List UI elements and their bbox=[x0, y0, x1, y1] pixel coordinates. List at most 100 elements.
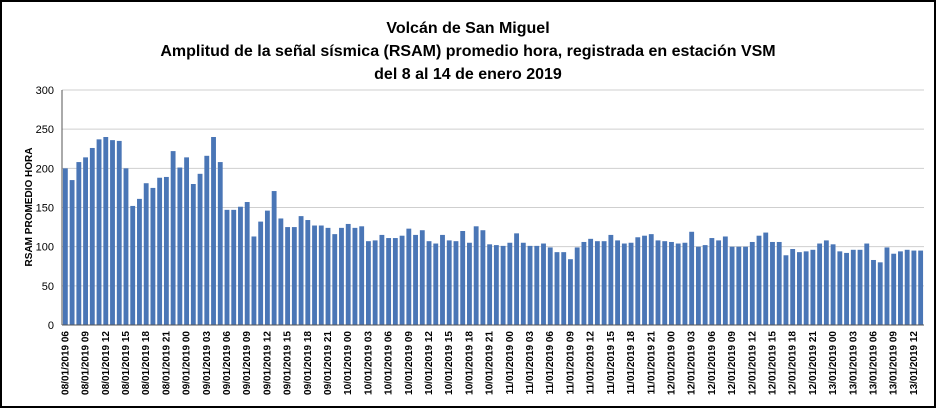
bar bbox=[534, 246, 539, 325]
x-axis-ticks: 08/01/2019 06 08/01/2019 09 08/01/2019 12 0… bbox=[60, 331, 920, 395]
bars bbox=[63, 137, 923, 325]
bar bbox=[784, 255, 789, 325]
x-tick-label: 08/01/2019 21 bbox=[161, 331, 172, 395]
bar bbox=[851, 250, 856, 325]
bar bbox=[474, 226, 479, 325]
bar bbox=[561, 252, 566, 325]
bar bbox=[548, 247, 553, 325]
bar bbox=[440, 235, 445, 325]
bar bbox=[258, 222, 263, 325]
bar bbox=[703, 245, 708, 325]
x-tick-label: 09/01/2019 03 bbox=[202, 331, 213, 395]
bar bbox=[541, 244, 546, 325]
x-tick-label: 12/01/2019 09 bbox=[727, 331, 738, 395]
x-tick-label: 13/01/2019 09 bbox=[889, 331, 900, 395]
bar bbox=[669, 242, 674, 325]
bar bbox=[454, 241, 459, 325]
bar bbox=[521, 243, 526, 325]
x-tick-label: 09/01/2019 12 bbox=[262, 331, 273, 395]
x-tick-label: 11/01/2019 00 bbox=[505, 331, 516, 395]
bar bbox=[447, 240, 452, 325]
bar bbox=[602, 241, 607, 325]
bar bbox=[97, 139, 102, 325]
bar bbox=[420, 230, 425, 325]
bar bbox=[332, 234, 337, 325]
bar bbox=[858, 250, 863, 325]
x-tick-label: 12/01/2019 00 bbox=[666, 331, 677, 395]
bar bbox=[292, 227, 297, 325]
bar bbox=[905, 250, 910, 325]
bar bbox=[413, 235, 418, 325]
bar bbox=[871, 260, 876, 325]
bar bbox=[400, 236, 405, 325]
bar bbox=[568, 259, 573, 325]
y-tick-label: 50 bbox=[42, 281, 54, 293]
x-tick-label: 09/01/2019 18 bbox=[303, 331, 314, 395]
bar bbox=[427, 241, 432, 325]
bar bbox=[460, 231, 465, 325]
bar bbox=[480, 230, 485, 325]
x-tick-label: 12/01/2019 15 bbox=[767, 331, 778, 395]
bar bbox=[386, 238, 391, 325]
y-tick-label: 0 bbox=[48, 320, 54, 332]
bar bbox=[797, 252, 802, 325]
bar bbox=[757, 236, 762, 325]
bar bbox=[379, 235, 384, 325]
y-tick-label: 250 bbox=[36, 124, 54, 136]
bar bbox=[696, 247, 701, 325]
x-tick-label: 09/01/2019 21 bbox=[323, 331, 334, 395]
bar bbox=[831, 244, 836, 325]
x-tick-label: 11/01/2019 06 bbox=[545, 331, 556, 395]
bar bbox=[339, 228, 344, 325]
x-tick-label: 09/01/2019 00 bbox=[182, 331, 193, 395]
bar bbox=[231, 210, 236, 325]
bar bbox=[184, 157, 189, 325]
x-tick-label: 08/01/2019 06 bbox=[60, 331, 71, 395]
bar bbox=[326, 228, 331, 325]
bar bbox=[124, 168, 129, 325]
bar bbox=[656, 240, 661, 325]
bar bbox=[171, 151, 176, 325]
bar bbox=[878, 262, 883, 325]
x-tick-label: 13/01/2019 06 bbox=[868, 331, 879, 395]
x-tick-label: 11/01/2019 03 bbox=[525, 331, 536, 395]
bar bbox=[608, 235, 613, 325]
bar bbox=[63, 168, 68, 325]
bar bbox=[642, 236, 647, 325]
bar bbox=[366, 241, 371, 325]
bar bbox=[346, 224, 351, 325]
bar bbox=[885, 247, 890, 325]
bar bbox=[898, 251, 903, 325]
x-tick-label: 12/01/2019 18 bbox=[788, 331, 799, 395]
bar bbox=[285, 227, 290, 325]
bar bbox=[299, 216, 304, 325]
bar bbox=[777, 242, 782, 325]
bar bbox=[581, 242, 586, 325]
bar bbox=[467, 243, 472, 325]
bar bbox=[373, 240, 378, 325]
bar bbox=[319, 226, 324, 325]
bar bbox=[272, 191, 277, 325]
x-tick-label: 09/01/2019 15 bbox=[283, 331, 294, 395]
x-tick-label: 11/01/2019 18 bbox=[626, 331, 637, 395]
bar bbox=[743, 247, 748, 325]
x-tick-label: 11/01/2019 21 bbox=[646, 331, 657, 395]
bar bbox=[736, 247, 741, 325]
bar bbox=[817, 244, 822, 325]
bar bbox=[103, 137, 108, 325]
bar bbox=[689, 232, 694, 325]
bar bbox=[305, 220, 310, 325]
x-tick-label: 10/01/2019 15 bbox=[444, 331, 455, 395]
y-tick-label: 150 bbox=[36, 203, 54, 215]
x-tick-label: 10/01/2019 09 bbox=[404, 331, 415, 395]
bar bbox=[588, 239, 593, 325]
y-tick-label: 300 bbox=[36, 85, 54, 97]
bar bbox=[218, 162, 223, 325]
bar bbox=[716, 240, 721, 325]
bar bbox=[393, 238, 398, 325]
bar bbox=[918, 251, 923, 325]
bar bbox=[353, 228, 358, 325]
y-tick-label: 100 bbox=[36, 242, 54, 254]
bar bbox=[615, 240, 620, 325]
bar bbox=[770, 242, 775, 325]
